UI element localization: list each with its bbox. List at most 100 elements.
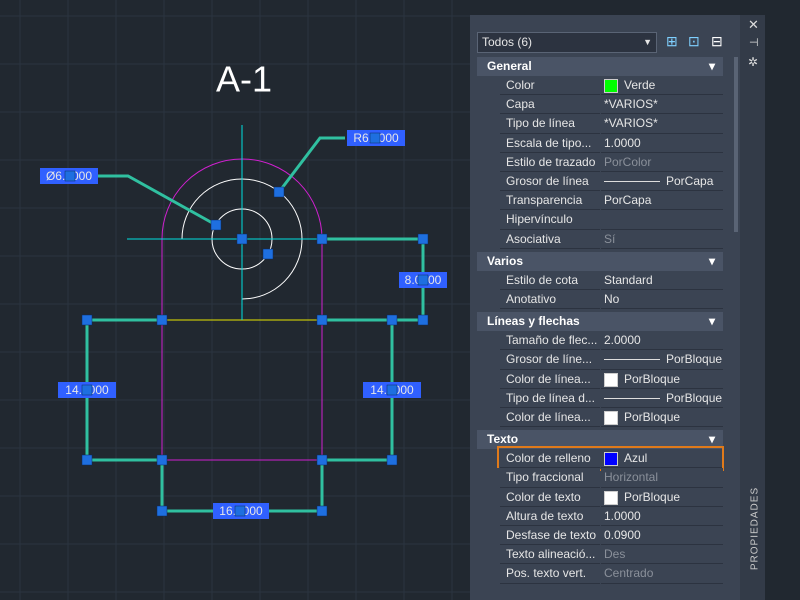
row-gutter [477,191,500,211]
property-label[interactable]: Color de línea... [500,408,600,428]
grip[interactable] [156,454,168,466]
property-label[interactable]: Tamaño de flec... [500,331,600,351]
grip[interactable] [81,314,93,326]
grip[interactable] [369,132,381,144]
settings-button[interactable]: ✲ [748,55,759,69]
property-value[interactable]: No [601,290,723,310]
scrollbar[interactable] [734,57,738,232]
grip[interactable] [156,505,168,517]
property-value[interactable]: PorBloque [601,350,723,370]
property-value[interactable]: 0.0900 [601,526,723,546]
grip[interactable] [417,274,429,286]
close-button[interactable]: ✕ [748,17,759,32]
property-label[interactable]: Estilo de trazado [500,152,600,172]
quick-select-icon[interactable]: ⊞ [666,33,678,49]
selection-dropdown[interactable]: Todos (6) ▼ [477,32,657,53]
grip[interactable] [386,454,398,466]
property-label[interactable]: Escala de tipo... [500,133,600,153]
property-label[interactable]: Tipo de línea [500,114,600,134]
grip[interactable] [234,505,246,517]
row-gutter [477,331,500,351]
pickadd-icon[interactable]: ⊟ [711,33,723,49]
property-value[interactable]: *VARIOS* [601,114,723,134]
property-value[interactable]: 2.0000 [601,331,723,351]
property-value[interactable]: Azul [601,449,723,469]
property-value[interactable]: PorColor [601,152,723,172]
property-label[interactable]: Capa [500,95,600,115]
grip[interactable] [316,505,328,517]
property-value[interactable]: Horizontal [601,468,723,488]
value-text: PorBloque [624,489,681,504]
grip[interactable] [316,314,328,326]
property-label[interactable]: Color de texto [500,487,600,507]
collapse-arrow[interactable]: ▾ [708,253,715,268]
section-header[interactable]: Líneas y flechas ▾ [477,312,723,332]
properties-panel: Todos (6) ▼ ⊞ ⊡ ⊟ ✕ ⊣ ✲ PROPIEDADES Gener… [470,15,765,600]
property-label[interactable]: Texto alineació... [500,545,600,565]
value-text: *VARIOS* [604,97,658,112]
property-label[interactable]: Color de línea... [500,369,600,389]
property-value[interactable]: Standard [601,270,723,290]
property-label[interactable]: Pos. texto vert. [500,564,600,584]
select-objects-icon[interactable]: ⊡ [688,33,700,49]
property-value[interactable]: PorBloque [601,388,723,408]
property-value[interactable]: PorCapa [601,172,723,192]
grip[interactable] [417,233,429,245]
property-value[interactable]: Des [601,545,723,565]
property-value[interactable]: 1.0000 [601,506,723,526]
property-value[interactable]: Sí [601,229,723,249]
property-label[interactable]: Grosor de línea [500,172,600,192]
collapse-arrow[interactable]: ▾ [708,314,715,329]
value-text: PorColor [604,154,652,169]
row-gutter [477,468,500,488]
property-label[interactable]: Grosor de líne... [500,350,600,370]
auto-hide-button[interactable]: ⊣ [749,37,759,49]
property-label[interactable]: Asociativa [500,229,600,249]
grip[interactable] [156,314,168,326]
grip[interactable] [210,219,222,231]
property-label[interactable]: Altura de texto [500,506,600,526]
grip[interactable] [273,186,285,198]
collapse-arrow[interactable]: ▾ [708,59,715,73]
grip[interactable] [316,454,328,466]
property-label[interactable]: Hipervínculo [500,210,600,230]
property-label[interactable]: Tipo fraccional [500,468,600,488]
value-text: PorBloque [624,371,681,386]
property-value[interactable]: PorBloque [601,487,723,507]
property-value[interactable] [601,210,723,230]
property-value[interactable]: PorBloque [601,369,723,389]
property-value[interactable]: PorBloque [601,408,723,428]
value-text: Sí [604,231,616,246]
grip[interactable] [81,384,93,396]
row-gutter [477,152,500,172]
property-label[interactable]: Transparencia [500,191,600,211]
row-gutter [477,564,500,584]
property-value[interactable]: PorCapa [601,191,723,211]
property-label[interactable]: Desfase de texto [500,526,600,546]
property-label[interactable]: Estilo de cota [500,270,600,290]
grip[interactable] [386,314,398,326]
value-text: 0.0900 [604,528,641,542]
property-value[interactable]: 1.0000 [601,133,723,153]
property-value[interactable]: Verde [601,76,723,96]
row-gutter [477,369,500,389]
grip[interactable] [81,454,93,466]
grip[interactable] [386,384,398,396]
grip[interactable] [262,248,274,260]
property-label[interactable]: Color de relleno [500,449,600,469]
grip[interactable] [417,314,429,326]
property-label[interactable]: Tipo de línea d... [500,388,600,408]
grip[interactable] [236,233,248,245]
grip[interactable] [316,233,328,245]
row-gutter [477,76,500,96]
property-value[interactable]: Centrado [601,564,723,584]
value-text: Standard [604,272,653,287]
property-label[interactable]: Anotativo [500,290,600,310]
grip[interactable] [64,170,76,182]
section-header[interactable]: Texto ▾ [477,430,723,450]
property-label[interactable]: Color [500,76,600,96]
section-header[interactable]: Varios ▾ [477,251,723,271]
section-header[interactable]: General ▾ [477,57,723,76]
collapse-arrow[interactable]: ▾ [708,432,715,447]
property-value[interactable]: *VARIOS* [601,95,723,115]
